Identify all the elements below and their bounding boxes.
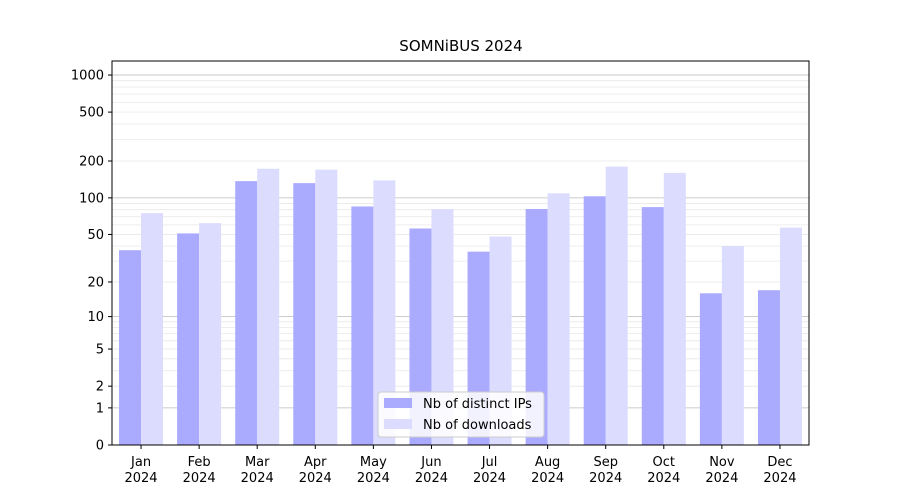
- x-tick-label-month: Nov: [709, 455, 735, 470]
- x-tick-label-month: Jun: [420, 455, 441, 470]
- y-tick-label: 1000: [71, 69, 104, 84]
- y-tick-label: 500: [79, 106, 104, 121]
- x-tick-label-month: Apr: [304, 455, 327, 470]
- bar-distinct-ips: [409, 228, 432, 445]
- x-tick-label-year: 2024: [589, 471, 622, 486]
- bar-distinct-ips: [583, 196, 606, 445]
- x-tick-label-year: 2024: [241, 471, 274, 486]
- y-tick-label: 20: [87, 275, 104, 290]
- bar-distinct-ips: [757, 290, 780, 445]
- x-tick-label-year: 2024: [415, 471, 448, 486]
- bar-downloads: [373, 180, 396, 445]
- x-tick-label-year: 2024: [357, 471, 390, 486]
- legend-swatch-downloads: [384, 419, 412, 429]
- x-tick-label-month: Mar: [245, 455, 270, 470]
- bar-downloads: [721, 246, 744, 445]
- bar-downloads: [199, 223, 222, 445]
- chart-title: SOMNiBUS 2024: [399, 37, 522, 55]
- x-tick-label-month: Dec: [767, 455, 792, 470]
- x-tick-label-year: 2024: [124, 471, 157, 486]
- bar-downloads: [431, 209, 454, 445]
- legend-label-downloads: Nb of downloads: [423, 418, 532, 433]
- bar-distinct-ips: [119, 250, 142, 445]
- x-tick-label-month: Jan: [130, 455, 151, 470]
- bar-distinct-ips: [177, 233, 200, 445]
- bar-distinct-ips: [699, 293, 722, 445]
- x-tick-label-month: Oct: [653, 455, 675, 470]
- legend-swatch-ips: [384, 398, 412, 408]
- x-tick-label-year: 2024: [183, 471, 216, 486]
- bar-downloads: [315, 169, 338, 446]
- bar-downloads: [141, 213, 164, 445]
- x-tick-label-year: 2024: [473, 471, 506, 486]
- x-tick-label-month: May: [360, 455, 387, 470]
- x-tick-label-year: 2024: [299, 471, 332, 486]
- y-tick-label: 10: [87, 310, 104, 325]
- y-tick-label: 2: [96, 380, 104, 395]
- y-tick-label: 1: [96, 401, 104, 416]
- x-tick-label-month: Feb: [188, 455, 211, 470]
- y-tick-label: 100: [79, 191, 104, 206]
- bar-distinct-ips: [235, 181, 258, 445]
- grid-lines: [112, 74, 809, 409]
- x-tick-label-month: Sep: [593, 455, 618, 470]
- x-tick-label-year: 2024: [531, 471, 564, 486]
- y-tick-label: 0: [96, 439, 104, 454]
- y-tick-label: 5: [96, 343, 104, 358]
- legend-box: [377, 391, 545, 438]
- x-tick-label-year: 2024: [763, 471, 796, 486]
- plot-frame: [111, 60, 810, 446]
- bar-downloads: [779, 227, 802, 445]
- y-axis: 0 1 2 5 10 20 50 100 200 500 1000: [71, 69, 112, 454]
- x-axis: Jan2024Feb2024Mar2024Apr2024May2024Jun20…: [124, 445, 797, 486]
- x-tick-label-year: 2024: [705, 471, 738, 486]
- x-tick-label-year: 2024: [647, 471, 680, 486]
- bar-distinct-ips: [641, 207, 664, 445]
- legend-label-ips: Nb of distinct IPs: [423, 397, 532, 412]
- legend: Nb of distinct IPs Nb of downloads: [377, 391, 545, 438]
- bar-downloads: [257, 168, 280, 445]
- y-tick-label: 200: [79, 155, 104, 170]
- bar-distinct-ips: [351, 206, 374, 445]
- bar-downloads: [605, 166, 628, 445]
- bar-downloads: [547, 193, 570, 445]
- bar-distinct-ips: [293, 183, 316, 445]
- x-tick-label-month: Aug: [535, 455, 560, 470]
- bars: [119, 166, 802, 446]
- bar-distinct-ips: [525, 209, 548, 445]
- bar-downloads: [663, 172, 686, 446]
- x-tick-label-month: Jul: [481, 455, 498, 470]
- y-tick-label: 50: [87, 228, 104, 243]
